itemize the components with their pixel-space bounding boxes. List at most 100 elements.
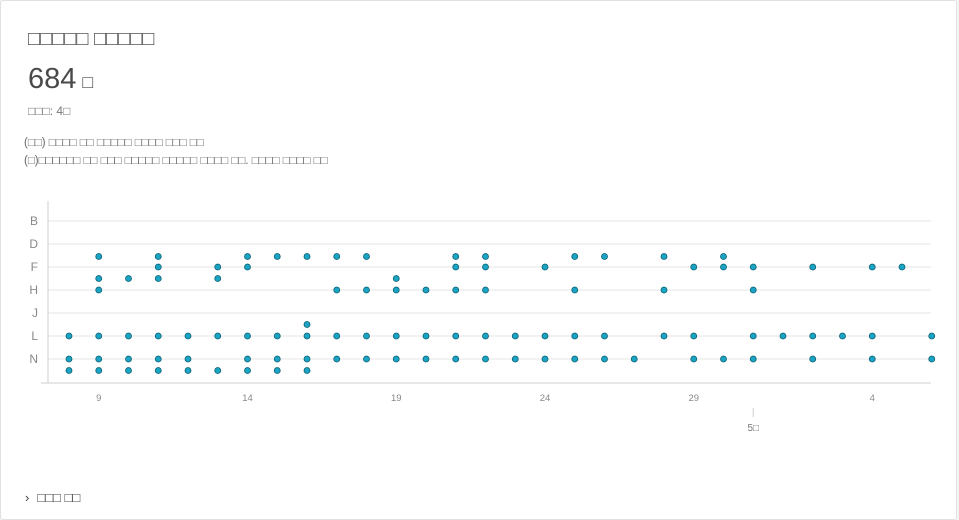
data-point: [422, 355, 430, 363]
data-point: [95, 275, 103, 282]
total-count: 684 □: [28, 63, 93, 96]
data-point: [660, 332, 668, 340]
data-point: [749, 263, 757, 271]
data-point: [95, 253, 103, 260]
notes: (□□) □□□□ □□ □□□□□ □□□□ □□□ □□ (□)□□□□□□…: [24, 134, 328, 170]
total-value: 684: [28, 63, 77, 95]
note-line: (□)□□□□□□ □□ □□□ □□□□□ □□□□□ □□□□ □□. □□…: [24, 155, 328, 167]
data-point: [214, 332, 222, 340]
data-point: [154, 263, 162, 271]
data-point: [868, 332, 876, 340]
data-point: [303, 253, 311, 260]
data-point: [452, 253, 460, 260]
x-tick-label: 19: [391, 393, 402, 404]
data-point: [571, 332, 579, 340]
y-tick-label: J: [32, 306, 38, 320]
data-point: [749, 332, 757, 340]
data-point: [690, 263, 698, 271]
data-point: [720, 253, 727, 260]
data-point: [720, 263, 727, 271]
total-unit: □: [82, 72, 94, 92]
data-point: [244, 355, 251, 363]
data-point: [482, 263, 489, 271]
chevron-right-icon: ›: [25, 490, 30, 505]
data-point: [630, 355, 638, 363]
x-tick-label: 24: [540, 393, 551, 404]
data-point: [571, 355, 579, 363]
data-point: [749, 355, 757, 363]
data-point: [214, 263, 222, 271]
data-point: [541, 332, 549, 340]
more-link-label: □□□ □□: [37, 490, 81, 505]
data-point: [720, 355, 727, 363]
data-point: [541, 355, 549, 363]
data-point: [452, 332, 460, 340]
y-tick-label: N: [29, 352, 38, 366]
data-point: [95, 332, 103, 340]
y-tick-label: F: [31, 260, 38, 274]
data-point: [690, 332, 698, 340]
data-point: [125, 332, 132, 340]
data-point: [65, 355, 73, 363]
data-point: [392, 332, 400, 340]
data-point: [154, 332, 162, 340]
y-tick-label: L: [31, 329, 38, 343]
data-point: [125, 275, 132, 282]
data-point: [273, 332, 281, 340]
x-tick-label: 4: [870, 393, 875, 404]
data-point: [690, 355, 698, 363]
data-point: [214, 275, 222, 282]
data-point: [422, 286, 430, 294]
data-point: [303, 332, 311, 340]
data-point: [779, 332, 787, 340]
data-point: [511, 332, 519, 340]
data-point: [660, 253, 668, 260]
data-point: [452, 355, 460, 363]
data-point: [184, 355, 192, 363]
data-point: [868, 263, 876, 271]
data-point: [303, 355, 311, 363]
data-point: [184, 367, 192, 374]
data-point: [273, 253, 281, 260]
data-point: [333, 286, 341, 294]
data-point: [868, 355, 876, 363]
data-point: [809, 355, 817, 363]
data-point: [809, 332, 817, 340]
y-tick-label: D: [29, 237, 38, 251]
x-tick-label: 9: [96, 393, 101, 404]
data-point: [898, 263, 906, 271]
data-point: [571, 253, 579, 260]
data-point: [482, 332, 489, 340]
data-point: [809, 263, 817, 271]
data-point: [660, 286, 668, 294]
data-point: [601, 332, 608, 340]
y-tick-label: B: [30, 214, 38, 228]
data-point: [392, 275, 400, 282]
data-point: [452, 263, 460, 271]
data-point: [125, 367, 132, 374]
data-point: [273, 367, 281, 374]
y-tick-label: H: [29, 283, 38, 297]
data-point: [392, 355, 400, 363]
data-point: [839, 332, 846, 340]
data-point: [928, 355, 936, 363]
month-marker-label: 5□: [747, 423, 759, 434]
x-tick-label: 14: [242, 393, 253, 404]
data-point: [363, 286, 370, 294]
data-point: [184, 332, 192, 340]
data-point: [482, 355, 489, 363]
data-point: [95, 367, 103, 374]
x-tick-label: 29: [688, 393, 699, 404]
data-point: [244, 253, 251, 260]
data-point: [363, 332, 370, 340]
data-point: [452, 286, 460, 294]
data-point: [422, 332, 430, 340]
card-title: □□□□□ □□□□□: [28, 28, 155, 50]
data-point: [363, 253, 370, 260]
more-link[interactable]: › □□□ □□: [25, 490, 80, 505]
data-point: [601, 355, 608, 363]
data-point: [214, 367, 222, 374]
note-line: (□□) □□□□ □□ □□□□□ □□□□ □□□ □□: [24, 137, 204, 149]
data-point: [541, 263, 549, 271]
